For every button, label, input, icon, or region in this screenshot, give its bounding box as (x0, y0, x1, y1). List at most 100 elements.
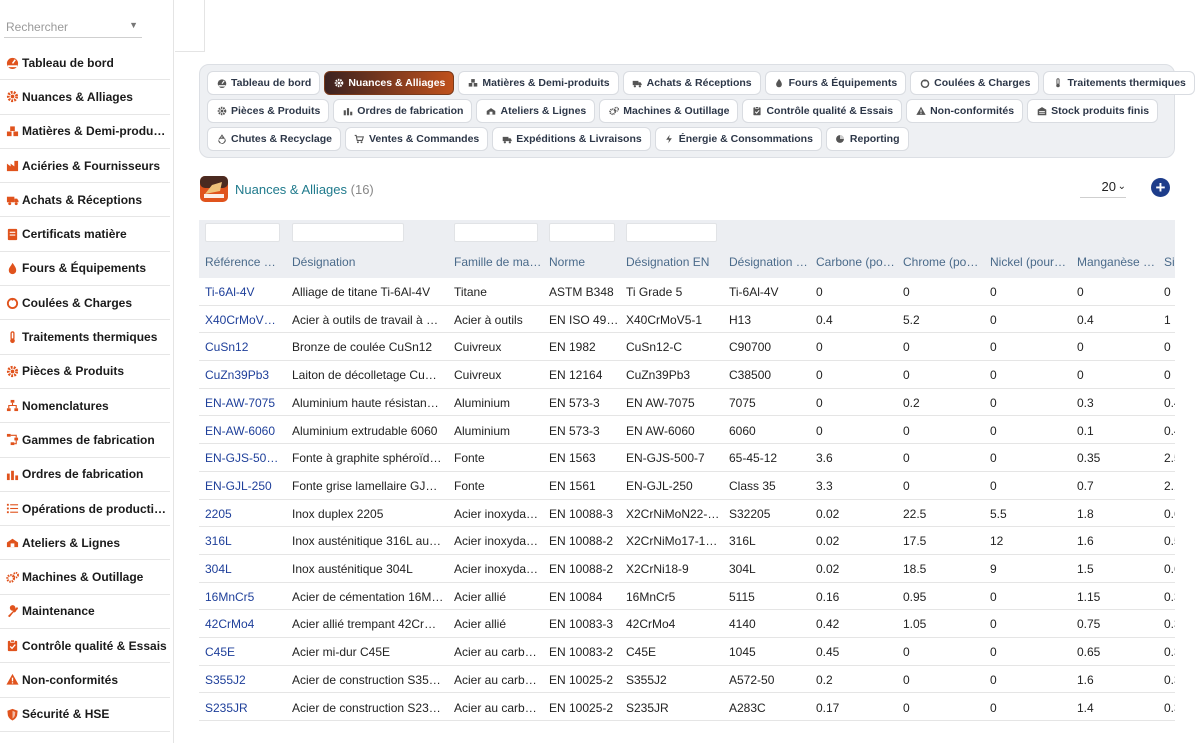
tab-expeditions-livraisons[interactable]: Expéditions & Livraisons (492, 127, 651, 151)
table-row[interactable]: EN-AW-6060 Aluminium extrudable 6060 Alumi… (199, 417, 1175, 445)
table-row[interactable]: EN-GJS-500-7 Fonte à graphite sphéroïdal … (199, 444, 1175, 472)
tab-nuances-alliages[interactable]: Nuances & Alliages (324, 71, 455, 95)
sidebar-item-machines-outillage[interactable]: Machines & Outillage (0, 560, 170, 595)
reference-link[interactable]: EN-GJS-500-7 (205, 451, 280, 466)
reference-link[interactable]: Ti-6Al-4V (205, 285, 255, 299)
reference-link[interactable]: EN-GJL-250 (205, 478, 272, 493)
table-row[interactable]: C45E Acier mi-dur C45E Acier au carbone EN … (199, 638, 1175, 666)
column-header[interactable]: Carbone (pourcentage) (816, 255, 896, 269)
tab-fours-equipements[interactable]: Fours & Équipements (764, 71, 907, 95)
sidebar-item-non-conformites[interactable]: Non-conformités (0, 663, 170, 698)
tab-label: Ateliers & Lignes (500, 105, 587, 117)
tab-reporting[interactable]: Reporting (825, 127, 909, 151)
column-header[interactable]: Norme (549, 255, 586, 269)
column-header[interactable]: Désignation EN (626, 255, 710, 269)
tab-ventes-commandes[interactable]: Ventes & Commandes (344, 127, 489, 151)
tab-coulees-charges[interactable]: Coulées & Charges (910, 71, 1040, 95)
reference-link[interactable]: CuZn39Pb3 (205, 368, 270, 383)
sidebar-item-acieries-fournisseurs[interactable]: Aciéries & Fournisseurs (0, 149, 170, 184)
tab-ateliers-lignes[interactable]: Ateliers & Lignes (476, 99, 596, 123)
reference-link[interactable]: S235JR (205, 700, 248, 715)
column-header[interactable]: Chrome (pourcentage) (903, 255, 983, 269)
sidebar-item-operations-de-production[interactable]: Opérations de production (0, 492, 170, 527)
add-record-button[interactable]: + (1151, 178, 1170, 197)
table-row[interactable]: EN-AW-7075 Aluminium haute résistance 707… (199, 389, 1175, 417)
table-row[interactable]: EN-GJL-250 Fonte grise lamellaire GJL-250… (199, 472, 1175, 500)
table-row[interactable]: 42CrMo4 Acier allié trempant 42CrMo4 Acier… (199, 610, 1175, 639)
column-header[interactable]: Silicium (pourcentage) (1164, 255, 1175, 269)
column-header[interactable]: Désignation (292, 255, 356, 269)
sidebar-item-securite-hse[interactable]: Sécurité & HSE (0, 698, 170, 732)
column-header[interactable]: Nickel (pourcentage) (990, 255, 1070, 269)
sidebar-item-nuances-alliages[interactable]: Nuances & Alliages (0, 80, 170, 115)
reference-link[interactable]: 16MnCr5 (205, 589, 255, 604)
reference-link[interactable]: 316L (205, 534, 232, 549)
column-filter-input[interactable] (626, 223, 717, 242)
table-cell: 2.5 (1164, 451, 1175, 466)
gear-icon (333, 78, 344, 89)
table-row[interactable]: Ti-6Al-4V Alliage de titane Ti-6Al-4V Tita… (199, 278, 1175, 306)
column-filter-input[interactable] (292, 223, 404, 242)
table-row[interactable]: S235JR Acier de construction S235JR Acier … (199, 694, 1175, 722)
page-size-select[interactable]: 20 ⌄ (1080, 176, 1126, 198)
table-cell: X2CrNiMo17-12-2 (626, 534, 722, 549)
tab-energie-consommations[interactable]: Énergie & Consommations (654, 127, 822, 151)
table-row[interactable]: 304L Inox austénitique 304L Acier inoxydab… (199, 555, 1175, 583)
sidebar-item-pieces-produits[interactable]: Pièces & Produits (0, 355, 170, 389)
table-row[interactable]: 16MnCr5 Acier de cémentation 16MnCr5 Acier… (199, 583, 1175, 611)
reference-link[interactable]: X40CrMoV5-1 (205, 312, 280, 327)
table-row[interactable]: CuSn12 Bronze de coulée CuSn12 Cuivreux EN … (199, 333, 1175, 362)
tab-machines-outillage[interactable]: Machines & Outillage (599, 99, 739, 123)
table-cell: Inox austénitique 304L (292, 562, 413, 576)
column-header[interactable]: Référence nuance (205, 255, 280, 269)
table-row[interactable]: CuZn39Pb3 Laiton de décolletage CuZn39Pb3… (199, 361, 1175, 389)
section-title: Nuances & Alliages (16) (235, 182, 374, 197)
table-cell: 0 (903, 672, 910, 687)
sidebar-item-maintenance[interactable]: Maintenance (0, 595, 170, 630)
sidebar-item-label: Non-conformités (22, 672, 118, 687)
tab-chutes-recyclage[interactable]: Chutes & Recyclage (207, 127, 341, 151)
tab-controle-qualite-essais[interactable]: Contrôle qualité & Essais (742, 99, 903, 123)
sidebar-item-traitements-thermiques[interactable]: Traitements thermiques (0, 320, 170, 355)
reference-link[interactable]: 42CrMo4 (205, 617, 255, 632)
sidebar-item-matieres-demi-produits[interactable]: Matières & Demi-produits (0, 115, 170, 149)
column-header[interactable]: Désignation autre (729, 255, 809, 269)
reference-link[interactable]: 304L (205, 562, 232, 576)
reference-link[interactable]: EN-AW-7075 (205, 395, 276, 410)
column-filter-input[interactable] (549, 223, 615, 242)
table-row[interactable]: X40CrMoV5-1 Acier à outils de travail à c… (199, 306, 1175, 334)
tab-achats-receptions[interactable]: Achats & Réceptions (622, 71, 761, 95)
tab-tableau-de-bord[interactable]: Tableau de bord (207, 71, 321, 95)
column-filter-input[interactable] (454, 223, 538, 242)
reference-link[interactable]: C45E (205, 645, 236, 660)
sidebar-item-ateliers-lignes[interactable]: Ateliers & Lignes (0, 526, 170, 561)
tab-ordres-de-fabrication[interactable]: Ordres de fabrication (333, 99, 473, 123)
tab-traitements-thermiques[interactable]: Traitements thermiques (1043, 71, 1195, 95)
reference-link[interactable]: CuSn12 (205, 340, 249, 355)
table-row[interactable]: 2205 Inox duplex 2205 Acier inoxydable EN 1… (199, 500, 1175, 528)
table-row[interactable]: 316L Inox austénitique 316L au molybdène A… (199, 527, 1175, 555)
sidebar-item-achats-receptions[interactable]: Achats & Réceptions (0, 183, 170, 218)
tab-stock-produits-finis[interactable]: Stock produits finis (1027, 99, 1159, 123)
column-header[interactable]: Famille de matière (454, 255, 542, 269)
sidebar-item-nomenclatures[interactable]: Nomenclatures (0, 389, 170, 424)
sidebar-item-controle-qualite-essais[interactable]: Contrôle qualité & Essais (0, 629, 170, 664)
reference-link[interactable]: 2205 (205, 506, 232, 521)
column-filter-input[interactable] (205, 223, 280, 242)
tab-non-conformites[interactable]: Non-conformités (906, 99, 1024, 123)
sidebar-item-coulees-charges[interactable]: Coulées & Charges (0, 286, 170, 321)
sidebar-item-certificats-matiere[interactable]: Certificats matière (0, 217, 170, 252)
tab-pieces-produits[interactable]: Pièces & Produits (207, 99, 330, 123)
table-cell: Laiton de décolletage CuZn39Pb3 (292, 368, 444, 383)
column-header[interactable]: Manganèse (pourcentage) (1077, 255, 1157, 269)
sidebar-item-gammes-de-fabrication[interactable]: Gammes de fabrication (0, 423, 170, 458)
tab-matieres-demi-produits[interactable]: Matières & Demi-produits (458, 71, 619, 95)
sidebar-item-ordres-de-fabrication[interactable]: Ordres de fabrication (0, 458, 170, 492)
sidebar-search-select[interactable]: Rechercher ▼ (4, 14, 142, 38)
sidebar-item-tableau-de-bord[interactable]: Tableau de bord (0, 46, 170, 81)
reference-link[interactable]: S355J2 (205, 672, 246, 687)
sidebar-item-fours-equipements[interactable]: Fours & Équipements (0, 252, 170, 287)
reference-link[interactable]: EN-AW-6060 (205, 423, 276, 438)
table-cell: Aluminium (454, 423, 511, 438)
table-row[interactable]: S355J2 Acier de construction S355J2 Acier … (199, 666, 1175, 694)
